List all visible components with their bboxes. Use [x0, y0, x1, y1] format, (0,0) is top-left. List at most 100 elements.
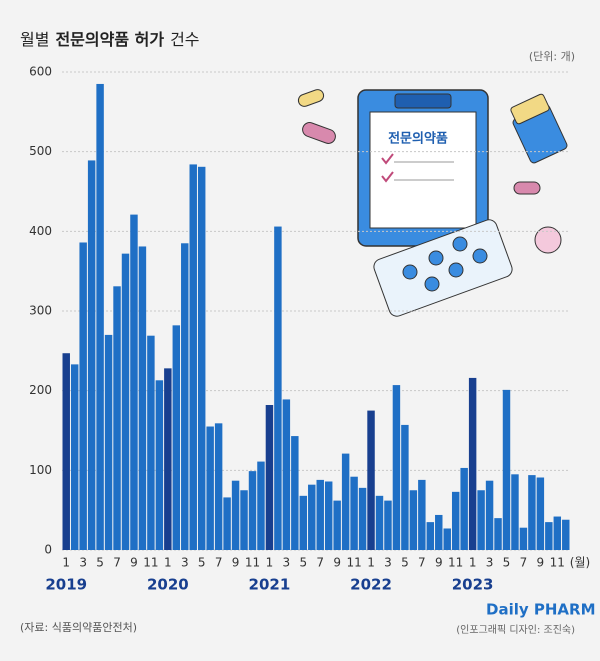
x-tick-label: 7	[113, 556, 121, 570]
bar	[502, 389, 511, 550]
illustration-label: 전문의약품	[388, 131, 448, 147]
bar	[375, 495, 384, 550]
x-tick-label: 3	[79, 556, 87, 570]
bar	[223, 497, 231, 550]
x-tick-label: 5	[198, 556, 206, 570]
bar	[460, 467, 468, 550]
x-tick-label: 7	[418, 556, 426, 570]
credit: (인포그래픽 디자인: 조진숙)	[456, 624, 575, 636]
bar	[248, 471, 257, 550]
bar	[138, 246, 147, 550]
x-tick-label: 5	[401, 556, 409, 570]
x-tick-label: 1	[266, 556, 274, 570]
bar	[477, 490, 485, 550]
bar	[299, 495, 308, 550]
bar	[316, 479, 324, 550]
source: (자료: 식품의약품안전처)	[20, 620, 137, 634]
x-tick-label: 3	[486, 556, 494, 570]
bar	[291, 436, 299, 550]
bar	[104, 334, 113, 550]
year-label: 2021	[249, 576, 291, 594]
bar	[392, 385, 401, 550]
bar	[451, 491, 460, 550]
y-tick-label: 600	[29, 65, 52, 79]
bar	[231, 480, 240, 550]
bar	[562, 519, 570, 550]
bar	[358, 487, 367, 550]
x-tick-label: 3	[384, 556, 392, 570]
bar	[494, 518, 502, 550]
unit-label: (단위: 개)	[529, 50, 575, 63]
logo: Daily PHARM	[486, 601, 596, 619]
bar	[435, 514, 443, 550]
bar	[130, 214, 138, 550]
y-tick-label: 0	[44, 543, 52, 557]
bar	[536, 477, 545, 550]
x-tick-label: 3	[283, 556, 291, 570]
x-tick-label: 1	[367, 556, 375, 570]
x-tick-label: 7	[215, 556, 223, 570]
bar	[511, 474, 519, 550]
bar	[519, 527, 528, 550]
y-tick-label: 300	[29, 304, 52, 318]
bar	[70, 364, 79, 550]
bar	[147, 335, 155, 550]
bar	[240, 490, 248, 550]
x-tick-label: 1	[469, 556, 477, 570]
bar	[274, 226, 282, 550]
bar	[197, 166, 206, 550]
bar	[401, 424, 409, 550]
x-tick-label: 5	[503, 556, 511, 570]
x-tick-label: 9	[333, 556, 341, 570]
bar	[214, 423, 223, 550]
bar	[409, 490, 418, 550]
y-tick-label: 400	[29, 224, 52, 238]
year-label: 2022	[350, 576, 392, 594]
year-label: 2023	[452, 576, 494, 594]
x-tick-label: 3	[181, 556, 189, 570]
x-tick-label: 9	[130, 556, 138, 570]
bar	[528, 475, 536, 550]
x-tick-label: 5	[299, 556, 307, 570]
x-tick-label: 1	[164, 556, 172, 570]
x-tick-label: 11	[143, 556, 158, 570]
bar	[164, 368, 172, 550]
bar	[282, 399, 291, 550]
x-tick-label: 9	[537, 556, 545, 570]
bar	[341, 453, 350, 550]
y-tick-label: 100	[29, 463, 52, 477]
year-label: 2019	[45, 576, 87, 594]
title-part: 전문의약품 허가	[55, 30, 164, 49]
bar	[426, 522, 435, 550]
bar	[418, 479, 426, 550]
bar	[79, 242, 87, 550]
bar	[553, 516, 562, 550]
bar	[324, 481, 333, 550]
x-tick-label: 5	[96, 556, 104, 570]
x-tick-label: 9	[435, 556, 443, 570]
bar	[468, 377, 477, 550]
x-unit-label: (월)	[570, 556, 590, 570]
bar	[189, 164, 197, 550]
y-tick-label: 500	[29, 144, 52, 158]
x-tick-label: 11	[448, 556, 463, 570]
x-tick-label: 9	[232, 556, 240, 570]
x-tick-label: 11	[550, 556, 565, 570]
bar	[367, 410, 375, 550]
year-label: 2020	[147, 576, 189, 594]
bar	[172, 325, 181, 550]
x-tick-label: 1	[62, 556, 70, 570]
x-tick-label: 11	[346, 556, 361, 570]
title-part: 월별	[20, 30, 49, 49]
x-tick-label: 7	[520, 556, 528, 570]
title-part: 건수	[170, 30, 199, 49]
bar	[206, 426, 214, 550]
bar	[308, 484, 316, 550]
bar	[87, 160, 96, 550]
bar	[96, 83, 104, 550]
x-tick-label: 7	[316, 556, 324, 570]
bar	[545, 522, 553, 550]
bar	[265, 405, 274, 550]
bar	[384, 500, 392, 550]
